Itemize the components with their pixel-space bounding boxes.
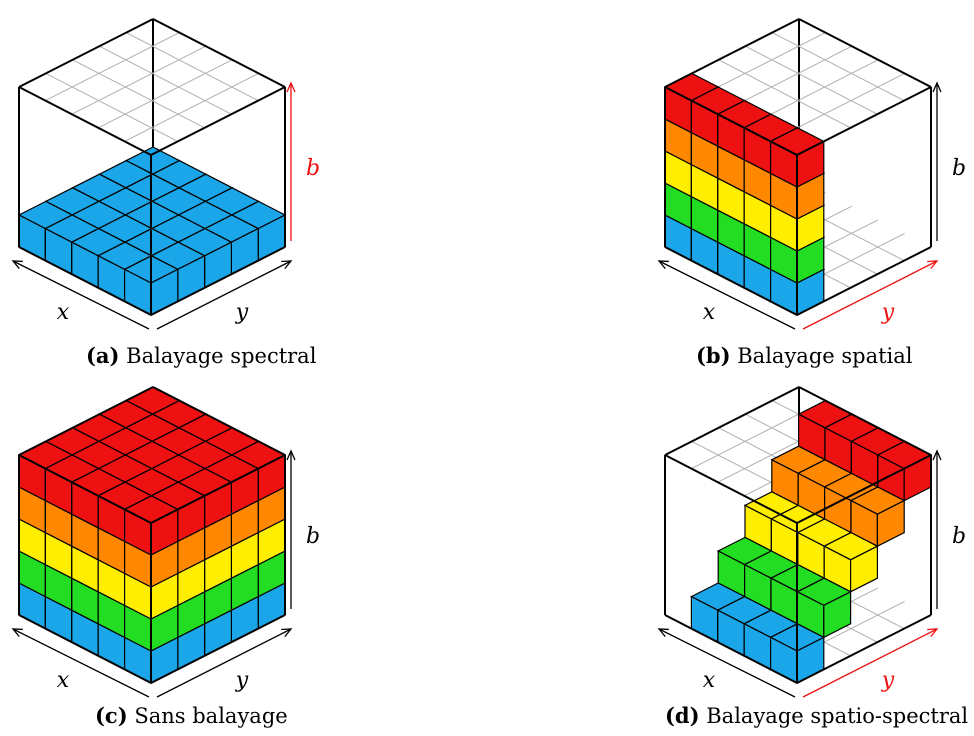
- caption-c-title: Sans balayage: [134, 704, 288, 728]
- caption-a-letter: (a): [86, 343, 120, 368]
- panel-c: x y b: [11, 386, 320, 698]
- b-axis-label: b: [952, 524, 966, 549]
- panel-a-cells: [17, 146, 287, 316]
- y-axis-label: y: [881, 300, 895, 325]
- b-axis-arrow-head: [932, 81, 942, 93]
- y-axis-arrow: [802, 260, 938, 330]
- panel-a: x y b: [11, 18, 320, 330]
- panel-b: x y b: [657, 18, 966, 330]
- panel-a-top-grid: [45, 32, 259, 142]
- y-axis-arrow-head: [927, 260, 939, 270]
- panel-c-frame-front: [18, 386, 286, 684]
- x-axis-arrow-head: [657, 628, 669, 638]
- y-axis-arrow-head: [927, 628, 939, 638]
- caption-a: (a) Balayage spectral: [86, 343, 316, 368]
- x-axis-label: x: [57, 300, 70, 325]
- b-axis-label: b: [952, 156, 966, 181]
- caption-a-title: Balayage spectral: [126, 344, 317, 368]
- x-axis-label: x: [703, 668, 716, 693]
- b-axis-arrow-head: [932, 449, 942, 461]
- x-axis-arrow-head: [657, 260, 669, 270]
- panel-a-axes: x y b: [11, 81, 320, 330]
- panel-d-cells: [690, 399, 933, 684]
- x-axis-label: x: [703, 300, 716, 325]
- caption-b-title: Balayage spatial: [737, 344, 913, 368]
- voxel: [796, 577, 852, 639]
- x-axis-arrow-head: [11, 628, 23, 638]
- y-axis-arrow: [156, 628, 292, 698]
- caption-b: (b) Balayage spatial: [696, 343, 913, 368]
- panel-b-axes: x y b: [657, 81, 966, 330]
- panel-a-frame-front: [18, 18, 286, 316]
- y-axis-arrow-head: [281, 260, 293, 270]
- y-axis-label: y: [235, 668, 249, 693]
- voxel: [849, 486, 906, 548]
- x-axis-arrow: [658, 628, 796, 698]
- caption-d-letter: (d): [665, 703, 700, 728]
- y-axis-arrow: [156, 260, 292, 330]
- y-axis-arrow: [802, 628, 938, 698]
- b-axis-arrow-head: [286, 449, 296, 461]
- panel-b-cells: [663, 72, 826, 316]
- panel-d: x y b: [657, 386, 966, 698]
- x-axis-arrow: [658, 260, 796, 330]
- caption-c-letter: (c): [95, 703, 128, 728]
- panel-c-axes: x y b: [11, 449, 320, 698]
- voxel: [822, 531, 879, 593]
- y-axis-arrow-head: [281, 628, 293, 638]
- panel-d-axes: x y b: [657, 449, 966, 698]
- caption-d-title: Balayage spatio-spectral: [706, 704, 969, 728]
- y-axis-label: y: [235, 300, 249, 325]
- caption-b-letter: (b): [696, 343, 731, 368]
- caption-d: (d) Balayage spatio-spectral: [665, 703, 968, 728]
- x-axis-label: x: [57, 668, 70, 693]
- panel-d-frame-front: [664, 386, 932, 684]
- x-axis-arrow: [12, 260, 150, 330]
- b-axis-label: b: [306, 156, 320, 181]
- b-axis-arrow-head: [286, 81, 296, 93]
- panel-b-frame-front: [664, 18, 932, 316]
- caption-c: (c) Sans balayage: [95, 703, 288, 728]
- x-axis-arrow: [12, 628, 150, 698]
- panel-c-cells: [17, 386, 287, 684]
- y-axis-label: y: [881, 668, 895, 693]
- x-axis-arrow-head: [11, 260, 23, 270]
- b-axis-label: b: [306, 524, 320, 549]
